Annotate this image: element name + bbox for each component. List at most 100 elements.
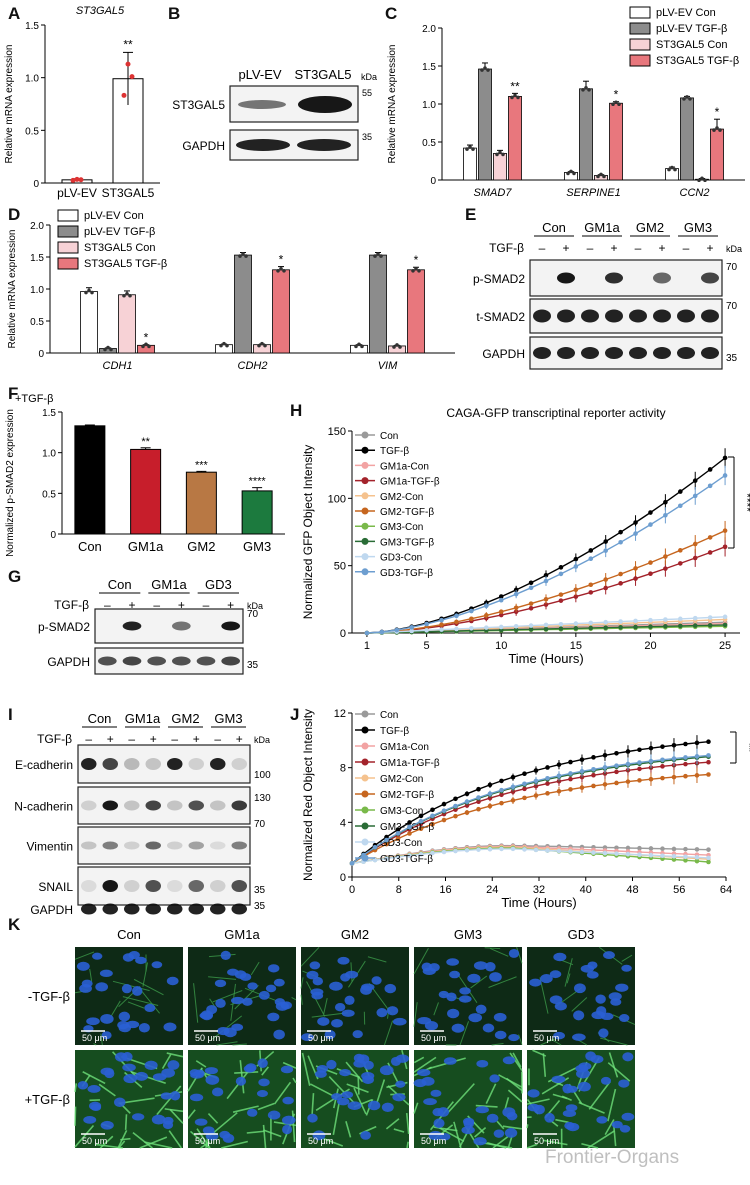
micro-nucleus	[433, 1118, 445, 1129]
chart-J-point	[384, 856, 389, 861]
micro-nucleus	[485, 962, 496, 972]
chart-A-y-tick-label: 0	[33, 179, 39, 190]
chart-H-title: CAGA-GFP transcriptinal reporter activit…	[446, 406, 665, 420]
chart-H-point	[424, 621, 429, 627]
blot-E-band	[701, 272, 719, 284]
chart-C-bar	[680, 97, 694, 181]
micro-fiber	[383, 1020, 394, 1046]
micro-nucleus	[384, 983, 397, 994]
chart-D-point	[222, 341, 226, 346]
micro-fiber	[542, 1053, 547, 1077]
chart-H-point	[648, 510, 653, 515]
chart-H-point	[603, 625, 608, 630]
micro-nucleus	[205, 1074, 220, 1085]
chart-D-point	[125, 291, 129, 296]
blot-E-band	[653, 347, 671, 359]
micro-fiber	[438, 1127, 465, 1142]
chart-C-y-tick-label: 0.5	[422, 138, 436, 149]
chart-J-point	[625, 761, 631, 767]
micro-nucleus	[340, 973, 351, 982]
chart-J-point	[430, 807, 435, 813]
chart-H-point	[573, 621, 579, 626]
chart-J-point	[637, 760, 642, 765]
chart-H-legend-label: GD3-Con	[380, 553, 422, 564]
micro-fiber	[484, 947, 501, 950]
panel-label-B: B	[168, 4, 181, 23]
chart-J-point	[510, 784, 516, 790]
chart-J-point	[648, 758, 654, 764]
chart-C-bar	[493, 152, 507, 181]
chart-H-point	[543, 572, 549, 578]
micro-fiber	[332, 1101, 341, 1135]
micro-fiber	[291, 996, 297, 1001]
blot-I-band	[231, 880, 247, 892]
chart-F-x-label: GM1a	[128, 539, 164, 554]
micro-nucleus	[138, 1023, 150, 1033]
blot-I-band	[167, 758, 183, 770]
chart-C-point	[587, 88, 591, 92]
blot-I-group-label: GM1a	[125, 711, 161, 726]
chart-D-y-tick-label: 1.0	[30, 285, 44, 296]
chart-H-point	[588, 620, 594, 626]
western-blot-B: pLV-EV ST3GAL5 kDa ST3GAL5 55 GAPDH 35	[172, 67, 377, 161]
chart-J-legend-label: GM1a-Con	[380, 742, 429, 753]
blot-E-treatment-label: TGF-β	[489, 241, 524, 255]
blot-G-band	[221, 656, 241, 666]
micro-nucleus	[482, 1023, 495, 1033]
micro-nucleus	[367, 1100, 381, 1111]
chart-D-point	[395, 343, 399, 347]
chart-D-point	[144, 342, 148, 347]
chart-C-point	[483, 66, 487, 70]
chart-H-point	[513, 605, 519, 611]
chart-J-x-tick-label: 64	[720, 884, 732, 896]
micro-nucleus	[324, 1030, 336, 1040]
micro-nucleus	[256, 1090, 268, 1098]
chart-C-point	[465, 147, 469, 151]
chart-H-point	[558, 598, 564, 603]
blot-I-band	[102, 880, 118, 892]
blot-I-band	[102, 903, 118, 915]
chart-C-legend-label: pLV-EV Con	[656, 7, 716, 19]
blot-E-band	[533, 309, 551, 323]
chart-H-point	[513, 627, 519, 632]
chart-H-point	[707, 550, 713, 555]
chart-H-point	[513, 623, 519, 629]
blot-I-band	[210, 758, 226, 770]
blot-B-column-label: pLV-EV	[238, 67, 281, 82]
micro-nucleus	[423, 1098, 437, 1106]
chart-J-point	[591, 755, 596, 760]
chart-J-point	[510, 774, 516, 780]
micro-fiber	[496, 1120, 505, 1130]
micro-nucleus	[121, 1052, 133, 1062]
blot-I-lane-sign: –	[128, 732, 135, 746]
blot-I-band	[145, 903, 161, 915]
blot-I-band	[188, 758, 204, 770]
micro-nucleus	[100, 1067, 114, 1076]
blot-I-band	[145, 880, 161, 892]
chart-J-point	[395, 836, 401, 841]
micro-nucleus	[468, 1013, 483, 1023]
blot-E-band	[677, 309, 695, 323]
micro-nucleus	[220, 950, 231, 960]
micro-fiber	[100, 1033, 103, 1046]
blot-I-kda-label: kDa	[254, 735, 270, 745]
chart-H-legend-label: GM3-Con	[380, 522, 423, 533]
micro-nucleus	[227, 968, 239, 976]
chart-J-point	[660, 744, 665, 749]
blot-E-lane-sign: –	[587, 241, 594, 255]
chart-J-point	[510, 789, 516, 795]
micro-fiber	[512, 1052, 522, 1068]
chart-F: +TGF-β Normalized p-SMAD2 expression 0 0.5 1…	[5, 393, 285, 557]
chart-J-point	[349, 861, 355, 866]
blot-E-marker: 70	[726, 301, 738, 312]
chart-H-legend-label: GM1a-TGF-β	[380, 477, 440, 488]
micro-fiber	[169, 1109, 184, 1124]
chart-J-point	[683, 854, 688, 860]
blot-E-band	[605, 347, 623, 359]
chart-H-y-tick-label: 100	[328, 493, 346, 505]
chart-J-point	[533, 793, 539, 798]
chart-H-point	[439, 617, 444, 623]
micro-nucleus	[489, 1074, 500, 1083]
chart-J-point	[441, 849, 447, 855]
micro-nucleus	[122, 953, 134, 962]
